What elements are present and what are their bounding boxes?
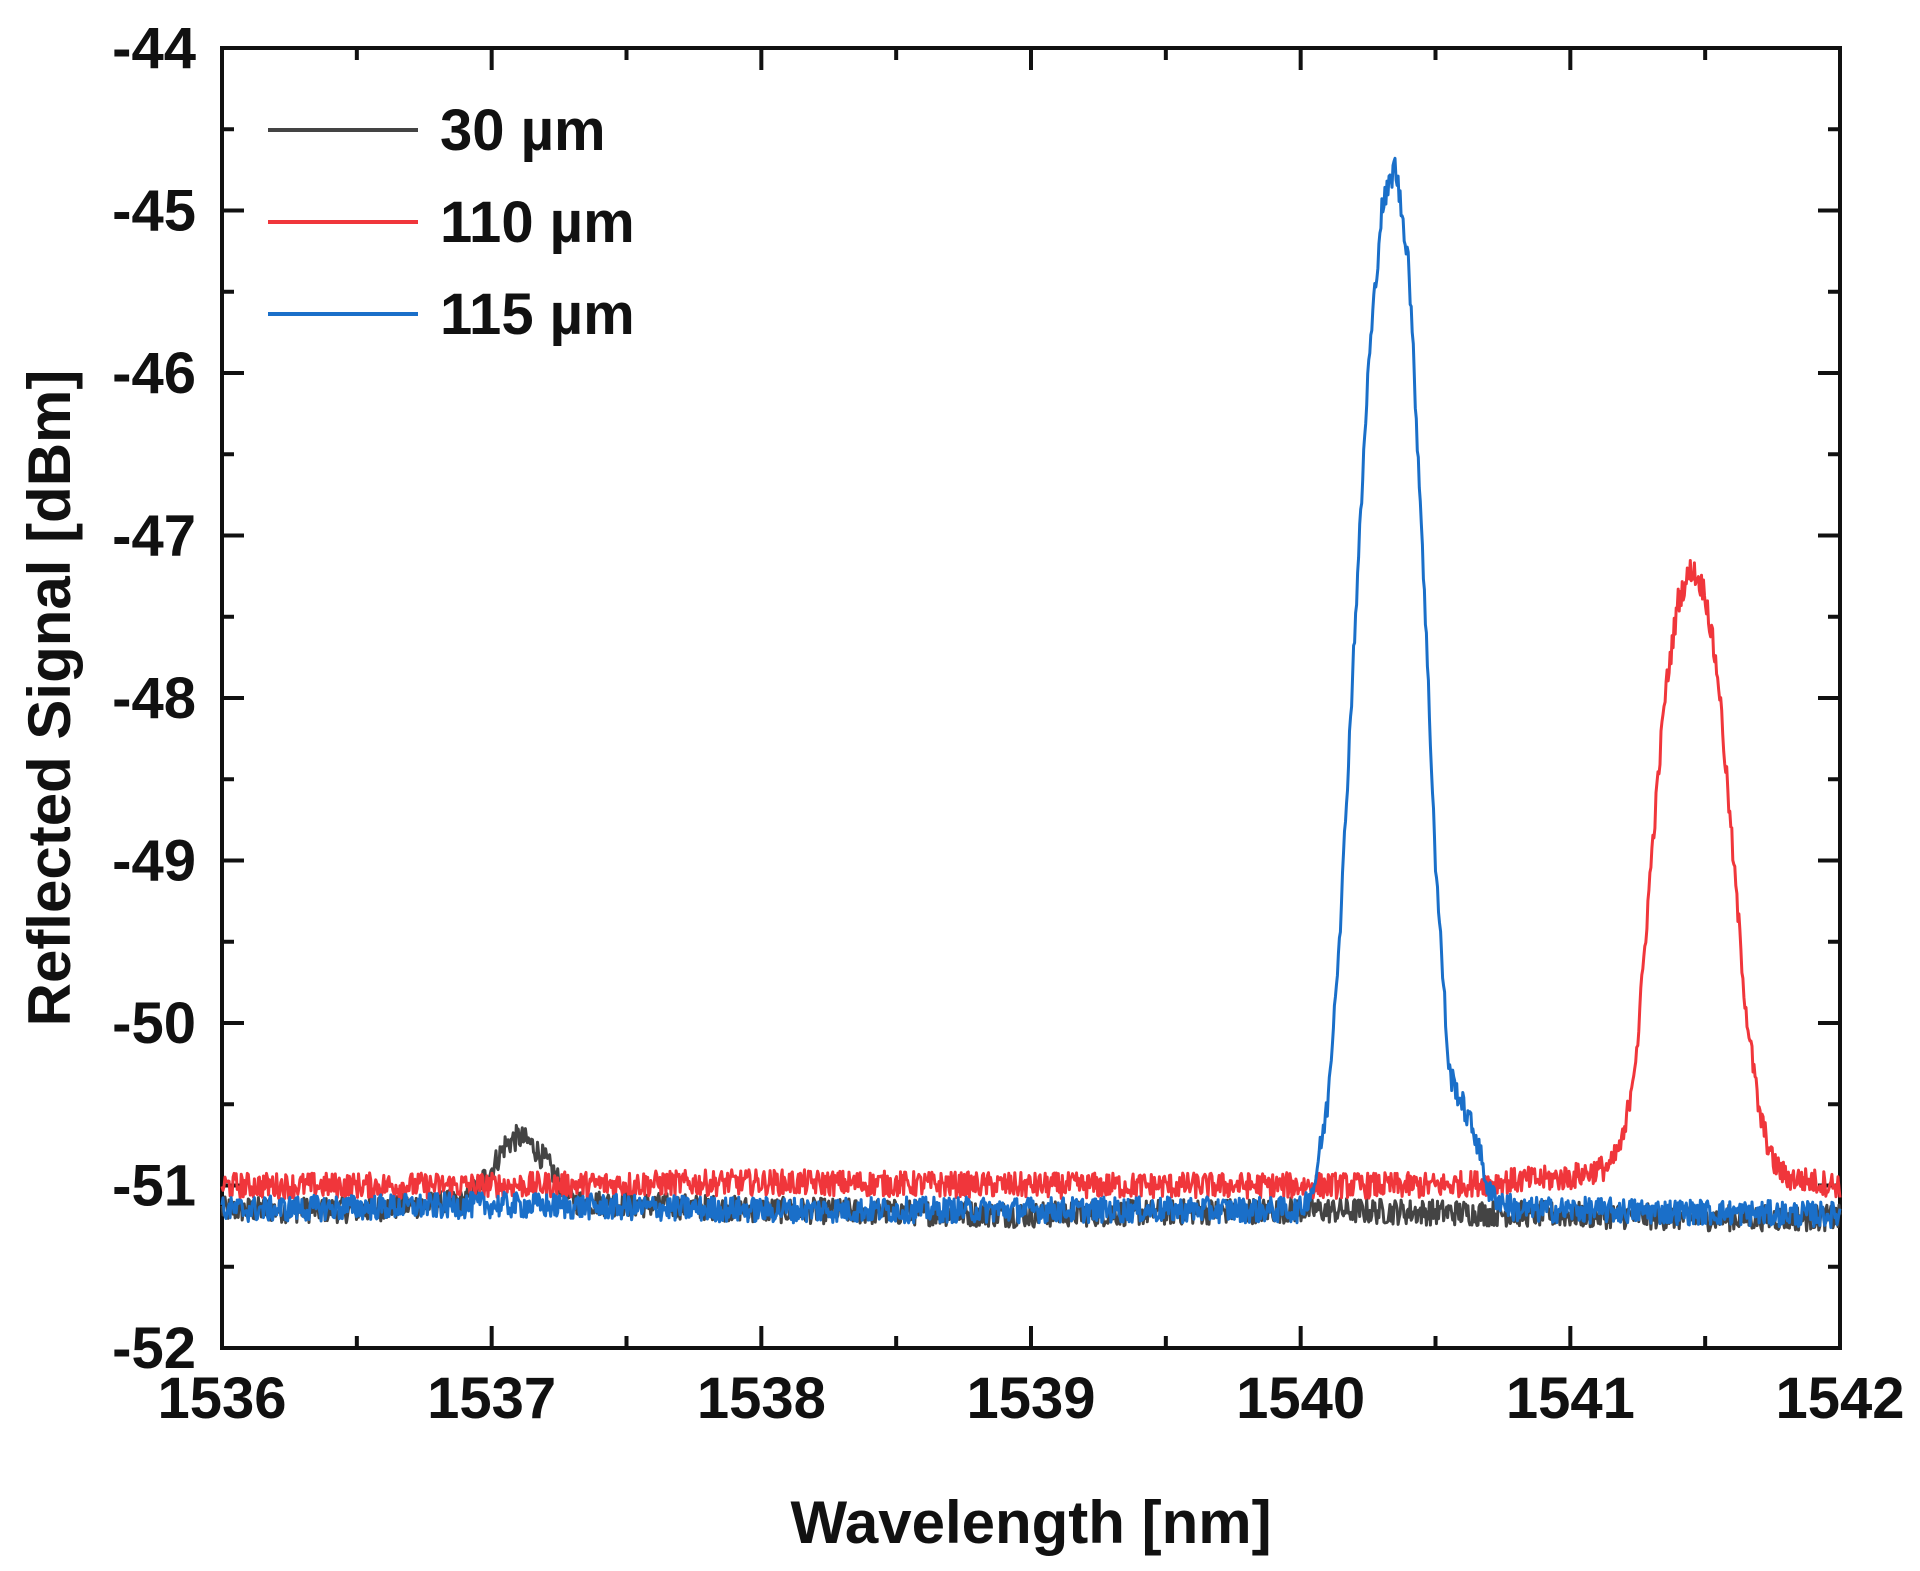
y-tick-label: -47 <box>112 504 196 569</box>
series-line-1 <box>220 559 1842 1200</box>
y-tick-label: -51 <box>112 1154 196 1219</box>
legend-label: 30 µm <box>440 98 606 163</box>
legend: 30 µm 110 µm 115 µm <box>268 98 635 347</box>
legend-label: 110 µm <box>440 190 635 255</box>
y-axis-title: Reflected Signal [dBm] <box>16 370 83 1027</box>
legend-label: 115 µm <box>440 282 635 347</box>
y-tick-label: -45 <box>112 179 196 244</box>
y-tick-label: -49 <box>112 829 196 894</box>
x-tick-label: 1541 <box>1506 1366 1635 1431</box>
y-tick-label: -52 <box>112 1316 196 1381</box>
axis-ticks: 1536 1537 1538 1539 1540 1541 1542 -52 -51 -50 -49… <box>112 16 1904 1431</box>
y-tick-label: -50 <box>112 991 196 1056</box>
y-tick-label: -46 <box>112 341 196 406</box>
x-tick-label: 1538 <box>697 1366 826 1431</box>
x-tick-label: 1537 <box>427 1366 556 1431</box>
x-tick-label: 1539 <box>966 1366 1095 1431</box>
x-tick-label: 1536 <box>157 1366 286 1431</box>
x-tick-label: 1540 <box>1236 1366 1365 1431</box>
y-tick-label: -48 <box>112 666 196 731</box>
y-tick-label: -44 <box>112 16 196 81</box>
series-lines <box>220 156 1842 1233</box>
series-line-2 <box>220 156 1842 1229</box>
x-axis-title: Wavelength [nm] <box>790 1489 1271 1556</box>
x-tick-label: 1542 <box>1775 1366 1904 1431</box>
